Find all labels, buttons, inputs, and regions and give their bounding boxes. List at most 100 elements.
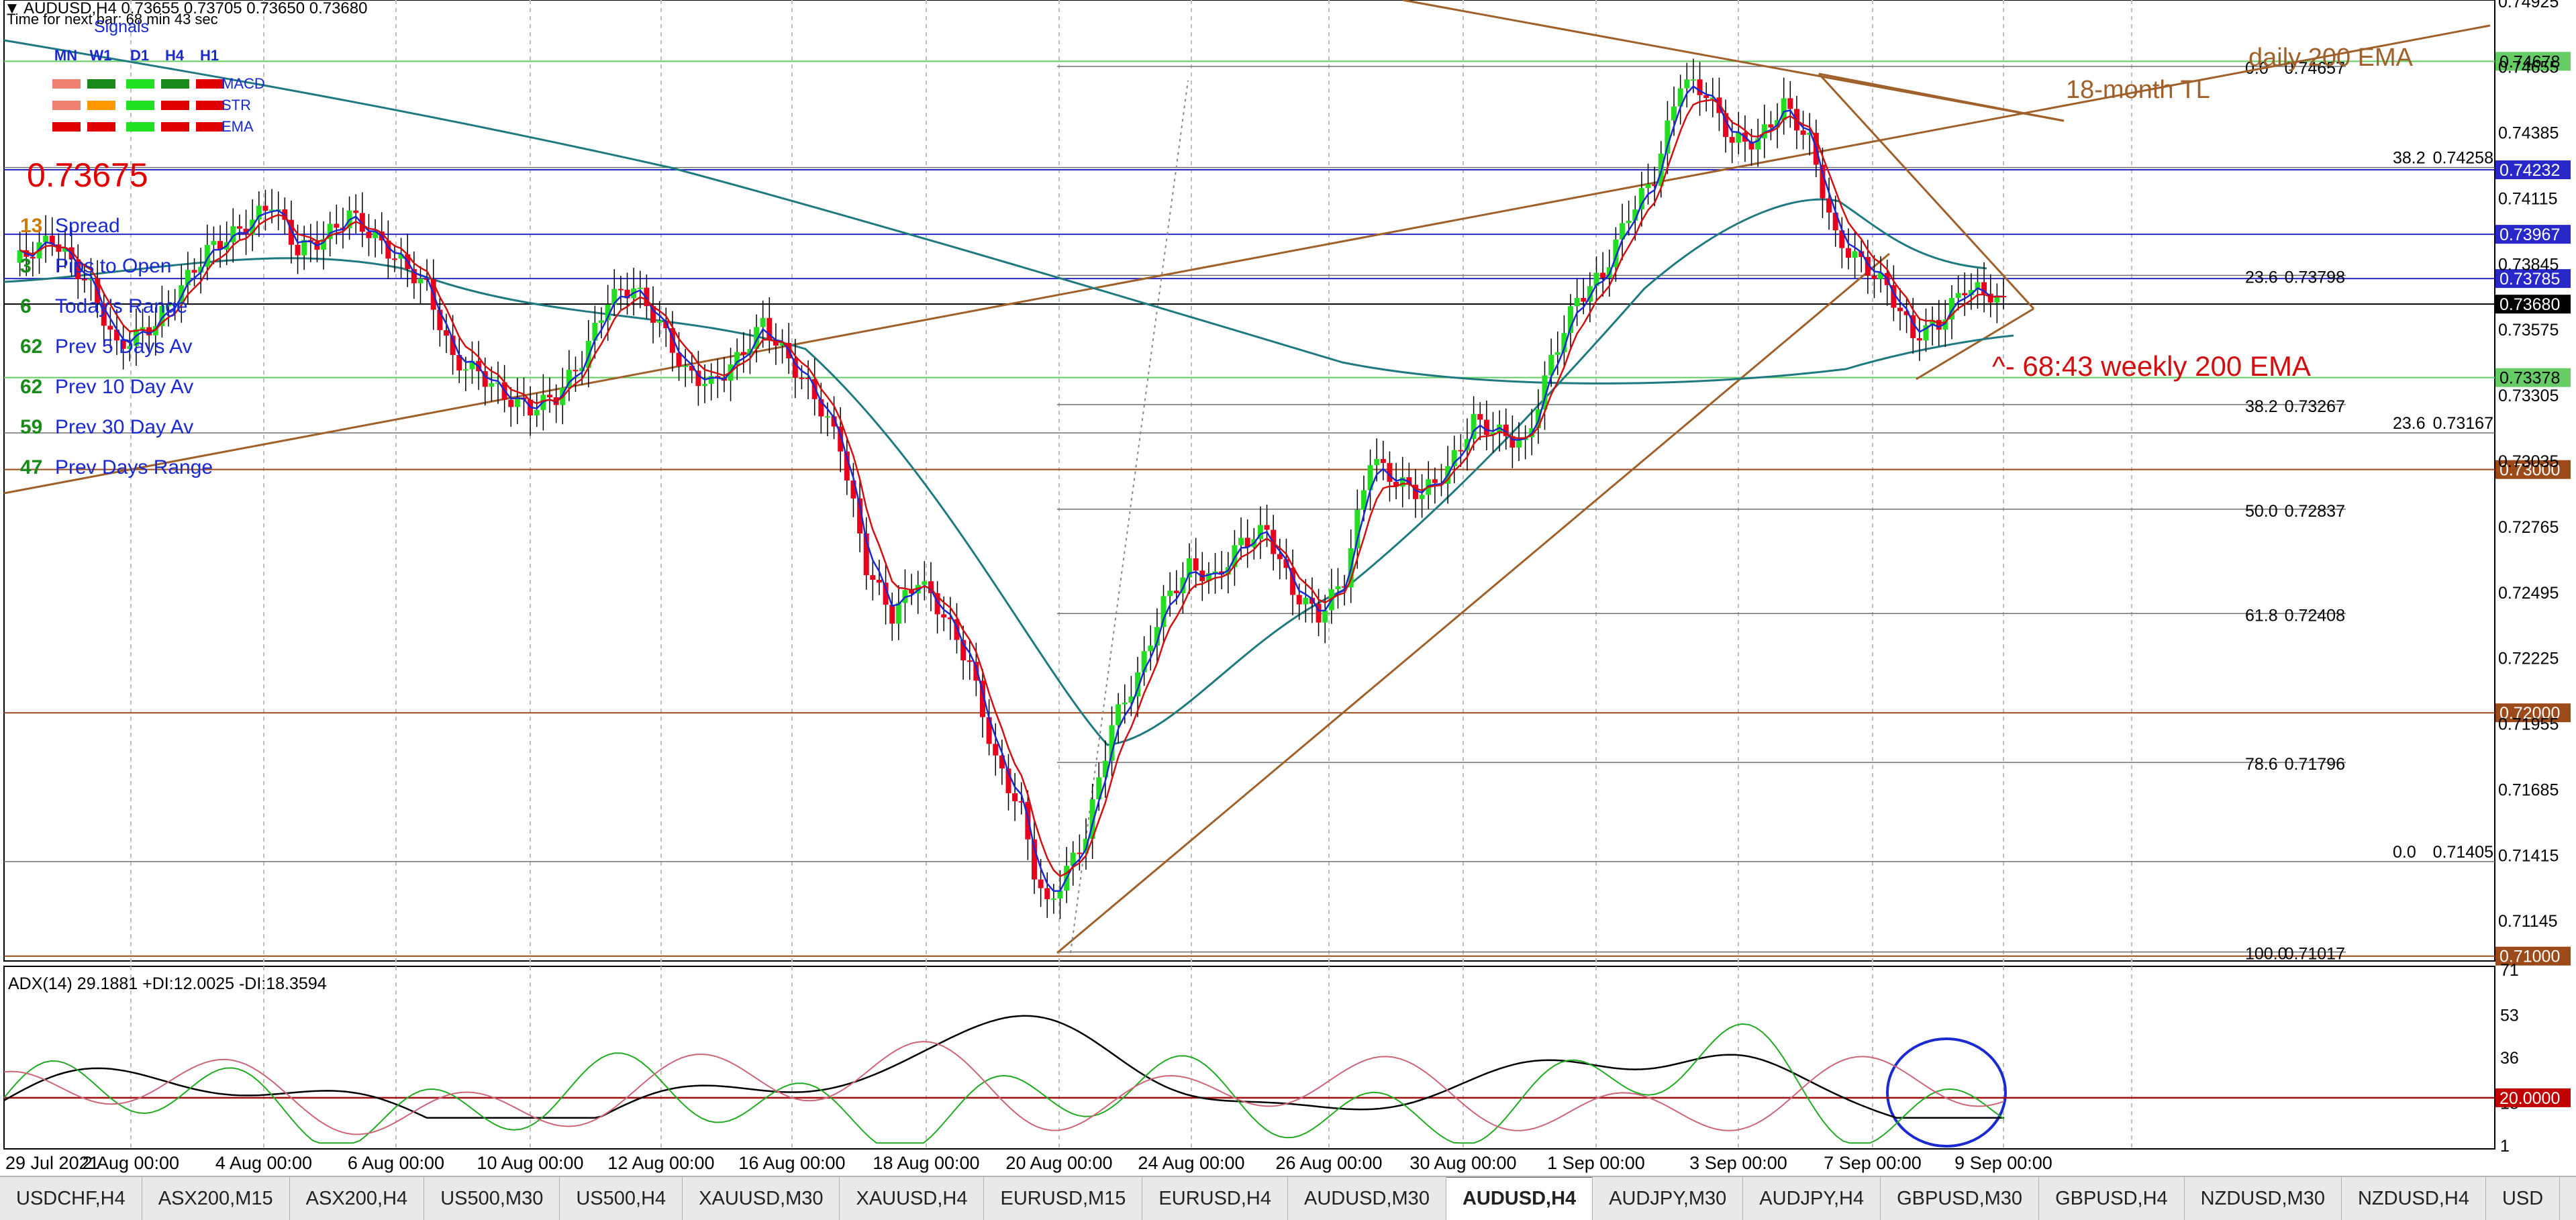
fib-price: 0.73798 xyxy=(2285,268,2345,287)
tab-gbpusd-h4[interactable]: GBPUSD,H4 xyxy=(2039,1177,2185,1220)
candle-body xyxy=(1089,799,1095,840)
candle-body xyxy=(1509,436,1516,448)
x-tick-label: 2 Aug 00:00 xyxy=(83,1153,179,1173)
candle-body xyxy=(17,250,23,263)
adx-level-label: 20.0000 xyxy=(2499,1089,2560,1108)
tab-usd[interactable]: USD xyxy=(2486,1177,2561,1220)
candle-body xyxy=(450,336,456,355)
adx-tick-label: 71 xyxy=(2500,961,2519,980)
candle-body xyxy=(1568,306,1574,334)
adx-tick-label: 53 xyxy=(2500,1006,2519,1025)
candle-body xyxy=(373,231,379,238)
tab-audjpy-h4[interactable]: AUDJPY,H4 xyxy=(1743,1177,1881,1220)
candle-body xyxy=(1800,130,1806,135)
fib-price: 0.73267 xyxy=(2285,397,2345,416)
tab-audjpy-m30[interactable]: AUDJPY,M30 xyxy=(1593,1177,1744,1220)
tab-xauusd-m30[interactable]: XAUUSD,M30 xyxy=(683,1177,840,1220)
signal-cell xyxy=(126,101,154,110)
candle-body xyxy=(398,254,404,259)
candle-body xyxy=(1232,545,1238,568)
candle-body xyxy=(1432,479,1438,483)
signal-row-label: MACD xyxy=(221,75,265,92)
signal-row-label: EMA xyxy=(221,118,254,135)
tab-xauusd-h4[interactable]: XAUUSD,H4 xyxy=(840,1177,985,1220)
stat-label: Spread xyxy=(55,215,120,237)
stat-value: 59 xyxy=(20,416,42,438)
candle-body xyxy=(844,451,850,481)
candle-body xyxy=(1393,481,1399,487)
candle-body xyxy=(1316,603,1322,623)
tab-usdchf-h4[interactable]: USDCHF,H4 xyxy=(0,1177,142,1220)
tab-asx200-h4[interactable]: ASX200,H4 xyxy=(290,1177,425,1220)
adx-label: ADX(14) 29.1881 +DI:12.0025 -DI:18.3594 xyxy=(8,974,327,993)
candle-body xyxy=(243,228,249,235)
candle-body xyxy=(1968,290,1974,296)
candle-body xyxy=(1955,293,1961,298)
x-tick-label: 18 Aug 00:00 xyxy=(873,1153,979,1173)
tab-us500-h4[interactable]: US500,H4 xyxy=(560,1177,683,1220)
candle-body xyxy=(1193,558,1199,571)
candle-body xyxy=(1264,525,1270,530)
signal-cell xyxy=(87,101,115,110)
level-badge xyxy=(2495,460,2571,479)
tab-audusd-m30[interactable]: AUDUSD,M30 xyxy=(1288,1177,1446,1220)
y-tick-label: 0.73035 xyxy=(2498,452,2559,471)
candle-body xyxy=(1187,558,1193,578)
adx-level-badge xyxy=(2495,1088,2571,1107)
candle-body xyxy=(1050,898,1056,900)
candle-body xyxy=(592,322,598,341)
candle-body xyxy=(754,327,760,349)
fib-price: 0.72837 xyxy=(2285,502,2345,521)
candle-body xyxy=(650,306,656,323)
candle-body xyxy=(43,236,49,243)
candle-body xyxy=(1122,703,1128,705)
candle-body xyxy=(1729,137,1735,143)
candle-body xyxy=(1044,888,1050,899)
candle-body xyxy=(1296,595,1302,605)
candle-body xyxy=(489,383,495,387)
candle-body xyxy=(133,329,139,346)
candle-body xyxy=(1516,440,1522,448)
price-chart[interactable]: 0.74678 0.74232 0.73967 0.73785 0.73680 0.733… xyxy=(0,0,2576,1176)
signal-column: H1 xyxy=(200,47,219,64)
candle-body xyxy=(1490,432,1496,435)
level-badge xyxy=(2495,368,2571,387)
fibonacci-levels: 0.00.7465723.60.7379838.20.7326750.00.72… xyxy=(4,59,2495,964)
tl-18month xyxy=(3,24,2491,495)
tl-apex-a xyxy=(1818,72,2065,122)
candle-body xyxy=(941,614,947,618)
candle-body xyxy=(256,205,262,220)
candle-body xyxy=(895,603,901,624)
signal-column: MN xyxy=(54,47,77,64)
tab-eurusd-m15[interactable]: EURUSD,M15 xyxy=(984,1177,1143,1220)
signal-cell xyxy=(196,79,224,89)
stat-label: Prev 5 Days Av xyxy=(55,336,193,358)
tab-us500-m30[interactable]: US500,M30 xyxy=(424,1177,560,1220)
candle-body xyxy=(1554,352,1561,355)
candle-body xyxy=(573,370,579,372)
tab-asx200-m15[interactable]: ASX200,M15 xyxy=(142,1177,290,1220)
fib-price: 0.73167 xyxy=(2433,414,2493,433)
tab-audusd-h4[interactable]: AUDUSD,H4 xyxy=(1446,1177,1593,1220)
x-tick-label: 24 Aug 00:00 xyxy=(1138,1153,1244,1173)
candle-body xyxy=(876,580,882,583)
tab-eurusd-h4[interactable]: EURUSD,H4 xyxy=(1142,1177,1289,1220)
candle-body xyxy=(1690,79,1696,81)
candle-body xyxy=(1723,113,1729,138)
signal-row-label: STR xyxy=(221,97,251,113)
stat-value: 13 xyxy=(20,215,42,237)
x-tick-label: 6 Aug 00:00 xyxy=(348,1153,444,1173)
candle-body xyxy=(1057,891,1063,899)
candle-body xyxy=(391,258,397,260)
candle-body xyxy=(1638,188,1644,210)
candle-body xyxy=(1671,106,1677,121)
candle-body xyxy=(437,309,443,331)
tab-nzdusd-h4[interactable]: NZDUSD,H4 xyxy=(2342,1177,2486,1220)
level-badge xyxy=(2495,703,2571,723)
tab-nzdusd-m30[interactable]: NZDUSD,M30 xyxy=(2185,1177,2342,1220)
x-tick-label: 12 Aug 00:00 xyxy=(607,1153,714,1173)
tab-gbpusd-m30[interactable]: GBPUSD,M30 xyxy=(1881,1177,2040,1220)
close-line xyxy=(19,85,2004,893)
candle-body xyxy=(172,305,178,307)
candle-body xyxy=(127,346,133,349)
